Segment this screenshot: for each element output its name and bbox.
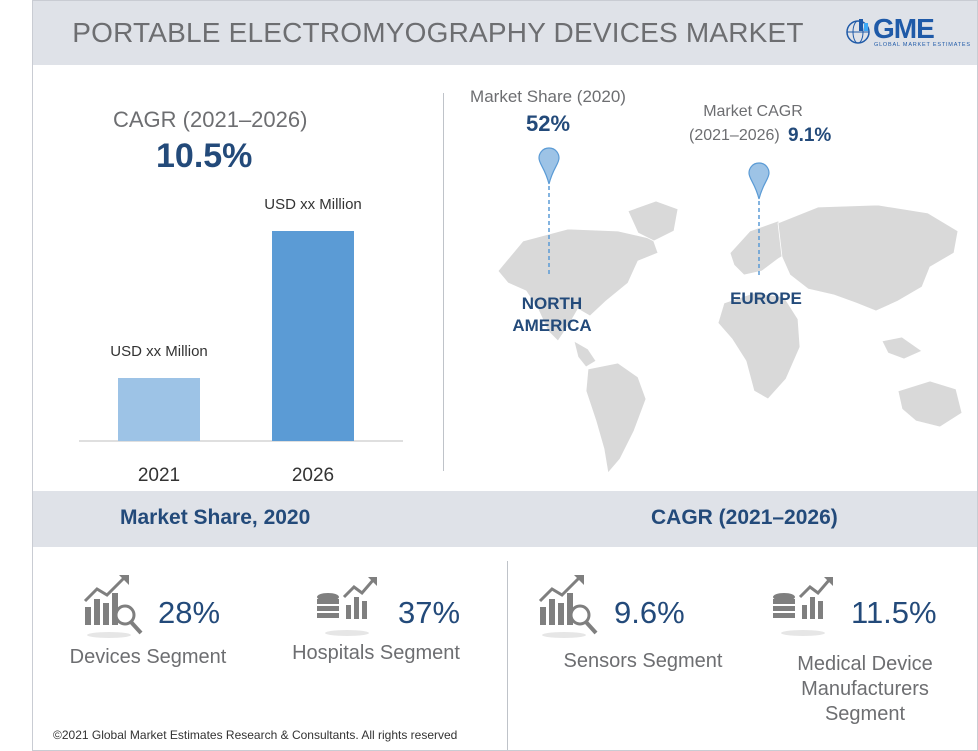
- database-chart-icon: [317, 577, 377, 636]
- world-map: [497, 200, 963, 474]
- page-title: PORTABLE ELECTROMYOGRAPHY DEVICES MARKET: [72, 17, 804, 48]
- x-tick-label: 2021: [138, 465, 180, 486]
- north-america-pin: [538, 147, 560, 274]
- bar-data-label: USD xx Million: [110, 343, 208, 360]
- market-share-label: Market Share (2020): [470, 87, 626, 106]
- segment-header-band: Market Share, 2020 CAGR (2021–2026): [33, 491, 977, 547]
- europe-pin: [748, 162, 770, 277]
- chart-magnifier-icon: [83, 575, 143, 638]
- segment-value: 9.6%: [614, 595, 685, 630]
- market-cagr-value: 9.1%: [788, 125, 832, 146]
- bar-2021: [118, 378, 200, 441]
- segment-value: 37%: [398, 595, 461, 630]
- segment-label: Hospitals Segment: [292, 642, 460, 664]
- divider-bottom: [507, 561, 508, 750]
- bar-data-label: USD xx Million: [264, 196, 362, 213]
- greenland-shape: [627, 200, 679, 242]
- asia-shape: [777, 204, 959, 312]
- region-label-europe: EUROPE: [730, 289, 802, 308]
- region-label-north-america: NORTH AMERICA: [512, 294, 592, 335]
- database-chart-icon: [773, 577, 833, 636]
- globe-icon: [846, 19, 870, 44]
- segment-label: Medical Device Manufacturers Segment: [797, 653, 933, 725]
- logo-text: GME: [873, 13, 935, 44]
- africa-shape: [717, 292, 801, 400]
- chart-magnifier-icon: [538, 575, 598, 638]
- bar-chart: USD xx Million 2021 USD xx Million 2026: [79, 196, 403, 486]
- cagr-value: 10.5%: [156, 137, 253, 175]
- segment-label: Devices Segment: [69, 646, 227, 668]
- x-tick-label: 2026: [292, 465, 334, 486]
- central-america-shape: [573, 340, 597, 368]
- header-band: PORTABLE ELECTROMYOGRAPHY DEVICES MARKET…: [33, 1, 977, 65]
- divider-top: [443, 93, 444, 471]
- gme-logo: GME GLOBAL MARKET ESTIMATES: [845, 13, 970, 53]
- market-cagr-period: (2021–2026): [689, 127, 780, 144]
- segment-value: 11.5%: [851, 595, 937, 630]
- south-america-shape: [585, 362, 647, 474]
- market-share-value: 52%: [525, 111, 571, 136]
- copyright-text: ©2021 Global Market Estimates Research &…: [53, 728, 458, 742]
- cagr-label: CAGR (2021–2026): [113, 107, 308, 132]
- logo-subtext: GLOBAL MARKET ESTIMATES: [874, 42, 971, 48]
- location-pin-icon: [538, 147, 560, 185]
- segment-value: 28%: [158, 595, 221, 630]
- market-cagr-label: Market CAGR: [703, 103, 803, 120]
- bar-2026: [272, 231, 354, 441]
- location-pin-icon: [748, 162, 770, 200]
- market-share-section-title: Market Share, 2020: [120, 506, 311, 529]
- segment-label: Sensors Segment: [563, 650, 723, 672]
- australia-shape: [897, 380, 963, 428]
- north-america-shape: [497, 228, 659, 342]
- infographic-frame: PORTABLE ELECTROMYOGRAPHY DEVICES MARKET…: [32, 0, 978, 751]
- indonesia-shape: [881, 336, 923, 360]
- cagr-section-title: CAGR (2021–2026): [651, 506, 838, 529]
